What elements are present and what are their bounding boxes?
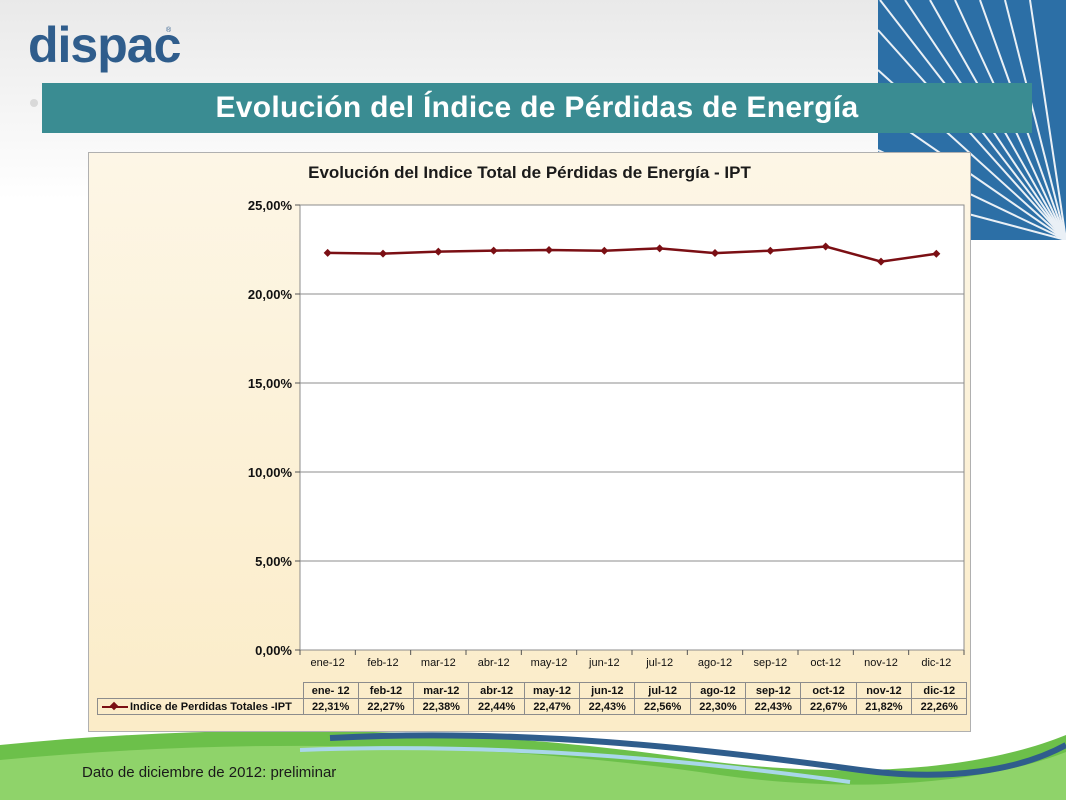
data-table-header-cell: ago-12 [689, 682, 747, 699]
x-tick-label: jul-12 [645, 657, 673, 669]
y-tick-label: 5,00% [255, 554, 292, 569]
data-table-series-label: Indice de Perdidas Totales -IPT [97, 698, 304, 715]
logo-wordmark: dispac [28, 17, 181, 73]
x-tick-label: ene-12 [311, 657, 345, 669]
bottom-swoosh [0, 730, 1066, 800]
data-table-header-cell: abr-12 [468, 682, 525, 699]
data-table-value-cell: 22,47% [523, 698, 581, 715]
x-tick-label: may-12 [531, 657, 568, 669]
data-point-marker [821, 242, 830, 251]
data-table-value-cell: 22,27% [357, 698, 415, 715]
chart-title: Evolución del Indice Total de Pérdidas d… [308, 163, 751, 182]
data-point-marker [379, 249, 387, 258]
data-table-header-cell: dic-12 [911, 682, 968, 699]
page-title-text: Evolución del Índice de Pérdidas de Ener… [215, 91, 859, 124]
data-point-marker [877, 257, 885, 266]
x-tick-label: sep-12 [754, 657, 788, 669]
legend-line-marker-icon [102, 703, 128, 711]
data-point-marker [489, 246, 498, 255]
data-point-marker [766, 246, 775, 255]
x-tick-label: abr-12 [478, 657, 510, 669]
data-table-value-cell: 22,30% [689, 698, 747, 715]
data-table-value-cell: 22,38% [413, 698, 470, 715]
x-tick-label: feb-12 [367, 657, 398, 669]
data-point-marker [655, 244, 664, 253]
data-table-header-cell: mar-12 [413, 682, 470, 699]
data-table-value-cell: 22,56% [634, 698, 691, 715]
data-table: ene- 12 feb-12 mar-12 abr-12 may-12 jun-12 jul… [97, 682, 968, 715]
data-point-marker [434, 247, 443, 256]
data-table-header-row: ene- 12 feb-12 mar-12 abr-12 may-12 jun-12 jul… [98, 682, 968, 699]
data-table-header-cell: may-12 [523, 682, 581, 699]
bullet-dot [30, 99, 38, 107]
svg-text:®: ® [166, 26, 172, 34]
data-table-value-cell: 22,43% [579, 698, 636, 715]
x-tick-label: ago-12 [698, 657, 732, 669]
data-table-header-cell: feb-12 [357, 682, 415, 699]
y-tick-label: 15,00% [248, 376, 293, 391]
dispac-logo: dispac ® [28, 17, 182, 73]
y-tick-label: 20,00% [248, 287, 293, 302]
data-table-value-cell: 22,31% [302, 698, 359, 715]
y-tick-label: 25,00% [248, 198, 293, 213]
y-tick-label: 10,00% [248, 465, 293, 480]
series-name: Indice de Perdidas Totales -IPT [130, 700, 292, 713]
page-title: Evolución del Índice de Pérdidas de Ener… [42, 83, 1032, 133]
data-table-header-cell: nov-12 [855, 682, 913, 699]
x-tick-label: nov-12 [864, 657, 898, 669]
data-point-marker [545, 246, 553, 255]
plot-area [299, 204, 965, 651]
data-table-header-cell: jul-12 [634, 682, 691, 699]
data-table-header-cell: sep-12 [745, 682, 802, 699]
data-table-value-cell: 21,82% [855, 698, 913, 715]
data-point-marker [711, 249, 719, 258]
x-tick-label: jun-12 [588, 657, 620, 669]
x-tick-label: mar-12 [421, 657, 456, 669]
data-table-series-row: Indice de Perdidas Totales -IPT 22,31% 22… [97, 698, 968, 715]
data-table-header-cell: jun-12 [579, 682, 636, 699]
data-table-header-cell: ene- 12 [302, 682, 359, 699]
data-table-value-cell: 22,44% [468, 698, 525, 715]
x-tick-label: dic-12 [921, 657, 951, 669]
line-chart: 0,00% 5,00% 10,00% 15,00% 20,00% 25,00% ene-12… [248, 198, 965, 669]
x-tick-label: oct-12 [810, 657, 841, 669]
chart-panel: Evolución del Indice Total de Pérdidas d… [88, 152, 971, 732]
data-point-marker [323, 248, 332, 257]
data-table-header-cell: oct-12 [800, 682, 857, 699]
data-point-marker [600, 246, 609, 255]
data-point-marker [932, 249, 941, 258]
series-line [327, 245, 937, 263]
y-tick-label: 0,00% [255, 643, 292, 658]
data-table-value-cell: 22,43% [745, 698, 802, 715]
footnote: Dato de diciembre de 2012: preliminar [82, 764, 337, 781]
data-table-value-cell: 22,67% [800, 698, 857, 715]
data-table-value-cell: 22,26% [911, 698, 968, 715]
